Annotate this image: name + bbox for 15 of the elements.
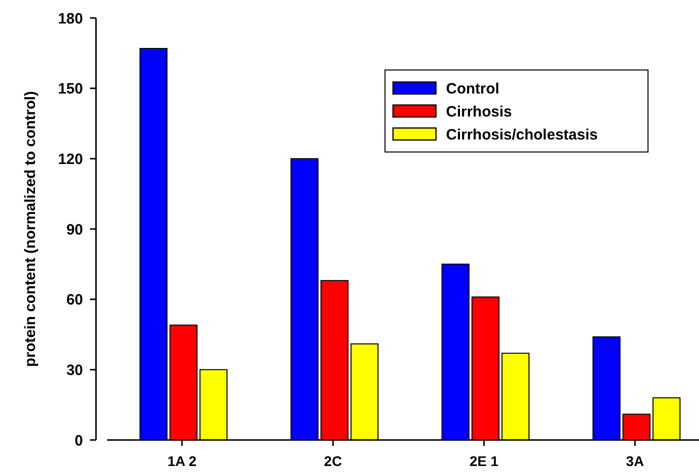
y-axis-title: protein content (normalized to control) (22, 91, 39, 367)
x-tick-label: 3A (626, 453, 644, 469)
x-tick-label: 2E 1 (470, 453, 499, 469)
x-tick-label: 1A 2 (167, 453, 197, 469)
y-tick-label: 60 (66, 292, 83, 309)
y-tick-label: 180 (58, 10, 83, 28)
x-tick-label: 2C (324, 453, 342, 469)
legend-label: Control (446, 80, 500, 98)
legend-label: Cirrhosis (446, 103, 512, 120)
y-tick-label: 150 (58, 80, 83, 98)
y-tick-label: 120 (58, 150, 83, 168)
legend-label: Cirrhosis/cholestasis (446, 126, 598, 144)
y-tick-label: 0 (74, 432, 83, 450)
y-tick-label: 90 (66, 221, 83, 238)
y-tick-label: 30 (66, 362, 83, 379)
